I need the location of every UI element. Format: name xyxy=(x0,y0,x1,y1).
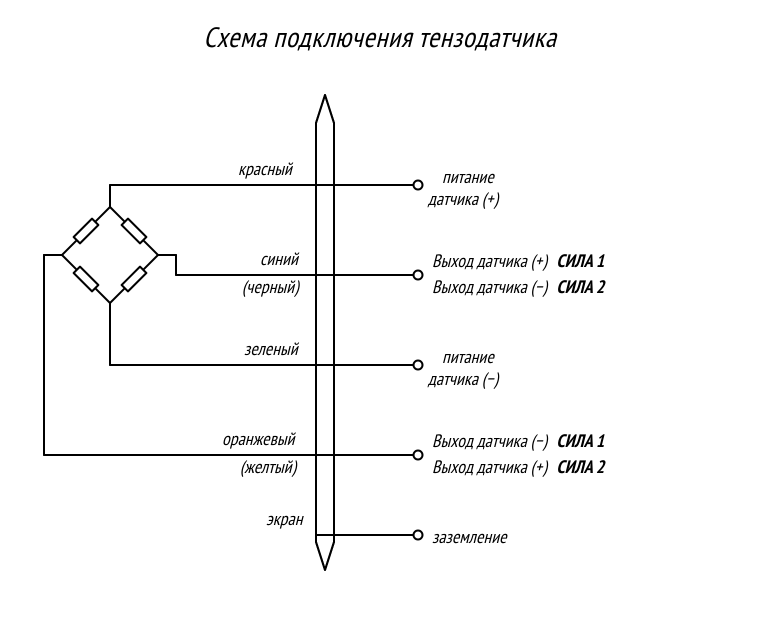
label-wire-orange-2: (желтый) xyxy=(240,458,296,477)
label-wire-blue-1: синий xyxy=(260,250,298,269)
label-out-red-1: питание xyxy=(442,168,494,187)
label-wire-shield: экран xyxy=(266,510,303,529)
label-out-blue-2: Выход датчика (−) СИЛА 2 xyxy=(432,278,604,297)
wiring-diagram xyxy=(0,0,760,620)
label-out-orange-1: Выход датчика (−) СИЛА 1 xyxy=(432,432,604,451)
label-sila1-a: СИЛА 1 xyxy=(556,249,604,272)
label-out-shield: заземление xyxy=(432,528,507,547)
label-out-orange-1-text: Выход датчика (−) xyxy=(432,429,547,452)
label-out-blue-1-text: Выход датчика (+) xyxy=(432,249,547,272)
label-wire-red: красный xyxy=(238,160,292,179)
label-sila2-b: СИЛА 2 xyxy=(556,455,604,478)
label-out-blue-1: Выход датчика (+) СИЛА 1 xyxy=(432,252,604,271)
diagram-title: Схема подключения тензодатчика xyxy=(0,18,760,55)
label-wire-green: зеленый xyxy=(244,340,298,359)
label-out-orange-2: Выход датчика (+) СИЛА 2 xyxy=(432,458,604,477)
label-sila2-a: СИЛА 2 xyxy=(556,275,604,298)
label-wire-blue-2: (черный) xyxy=(242,278,298,297)
label-wire-orange-1: оранжевый xyxy=(222,430,294,449)
label-out-orange-2-text: Выход датчика (+) xyxy=(432,455,547,478)
label-out-green-1: питание xyxy=(442,348,494,367)
label-sila1-b: СИЛА 1 xyxy=(556,429,604,452)
label-out-green-2: датчика (−) xyxy=(428,370,498,389)
label-out-red-2: датчика (+) xyxy=(428,190,498,209)
label-out-blue-2-text: Выход датчика (−) xyxy=(432,275,547,298)
